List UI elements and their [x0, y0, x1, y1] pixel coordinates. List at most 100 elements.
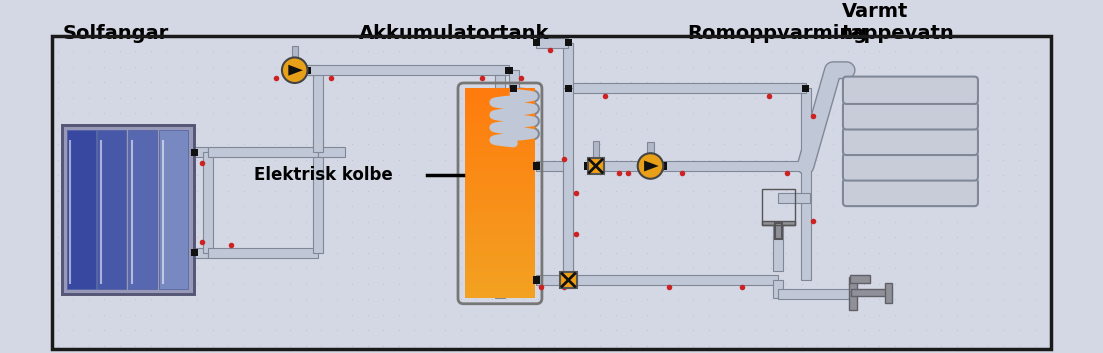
Bar [97, 130, 127, 289]
Bar [66, 130, 96, 289]
Bar [62, 125, 194, 294]
Bar [465, 177, 535, 183]
Bar [536, 161, 568, 171]
Text: Solfangar: Solfangar [63, 24, 169, 43]
Bar [465, 245, 535, 251]
Bar [465, 156, 535, 162]
Bar [774, 222, 782, 239]
Bar [583, 162, 591, 170]
Bar [564, 89, 574, 288]
Bar [802, 85, 810, 92]
Bar [568, 83, 805, 94]
FancyBboxPatch shape [843, 153, 978, 181]
Bar [536, 38, 568, 48]
Bar [194, 147, 208, 157]
Bar [508, 70, 518, 148]
Bar [465, 276, 535, 282]
Bar [852, 289, 888, 295]
Bar [604, 161, 638, 171]
Bar [647, 142, 654, 153]
Bar [565, 39, 572, 47]
Bar [465, 124, 535, 130]
Bar [465, 287, 535, 293]
Bar [465, 166, 535, 172]
Bar [208, 248, 318, 258]
Bar [465, 187, 535, 193]
Bar [564, 166, 574, 280]
Bar [465, 229, 535, 235]
Bar [850, 275, 870, 283]
Bar [663, 161, 805, 171]
Bar [159, 130, 188, 289]
Bar [565, 85, 572, 92]
Bar [495, 75, 505, 89]
Polygon shape [288, 65, 303, 76]
Text: Elektrisk kolbe: Elektrisk kolbe [254, 166, 393, 184]
Circle shape [638, 153, 663, 179]
Bar [533, 162, 540, 170]
Bar [465, 135, 535, 141]
FancyBboxPatch shape [843, 77, 978, 104]
Bar [308, 65, 318, 75]
Bar [533, 39, 540, 47]
Bar [465, 93, 535, 99]
Polygon shape [644, 161, 658, 172]
Bar [505, 67, 513, 74]
Bar [592, 141, 599, 158]
Bar [465, 114, 535, 120]
Bar [885, 283, 892, 303]
Bar [465, 103, 535, 109]
Bar [801, 89, 811, 280]
Bar [762, 189, 794, 225]
Bar [465, 271, 535, 277]
Bar [565, 255, 571, 272]
Bar [465, 98, 535, 104]
Bar [565, 276, 572, 284]
Bar [533, 276, 540, 284]
Text: Akkumulatortank: Akkumulatortank [358, 24, 549, 43]
Bar [773, 225, 783, 271]
Bar [208, 147, 318, 157]
Bar [465, 224, 535, 230]
Bar [510, 85, 517, 92]
Bar [465, 266, 535, 272]
Bar [62, 125, 194, 294]
Bar [465, 108, 535, 115]
Bar [203, 152, 213, 253]
Bar [465, 219, 535, 225]
Bar [465, 150, 535, 157]
Bar [312, 139, 322, 253]
Bar [128, 130, 158, 289]
Bar [465, 214, 535, 220]
Bar [588, 158, 604, 174]
Bar [779, 193, 810, 203]
FancyBboxPatch shape [843, 179, 978, 206]
Bar [465, 198, 535, 204]
Bar [465, 240, 535, 246]
Bar [465, 119, 535, 125]
Bar [465, 292, 535, 298]
Bar [308, 65, 510, 75]
Bar [465, 161, 535, 167]
Bar [465, 234, 535, 241]
Bar [194, 248, 208, 258]
Bar [191, 149, 199, 156]
Bar [465, 140, 535, 146]
Bar [465, 88, 535, 94]
Bar [495, 280, 505, 298]
Bar [465, 250, 535, 256]
Bar [465, 182, 535, 188]
Bar [465, 172, 535, 178]
Bar [318, 147, 345, 157]
Bar [577, 275, 779, 285]
Bar [303, 67, 311, 74]
Text: Romoppvarming: Romoppvarming [687, 24, 867, 43]
FancyBboxPatch shape [843, 102, 978, 130]
Bar [291, 47, 298, 58]
Bar [465, 145, 535, 151]
Circle shape [282, 58, 308, 83]
Bar [465, 192, 535, 199]
Bar [560, 272, 577, 288]
Bar [536, 275, 568, 285]
FancyBboxPatch shape [843, 128, 978, 155]
